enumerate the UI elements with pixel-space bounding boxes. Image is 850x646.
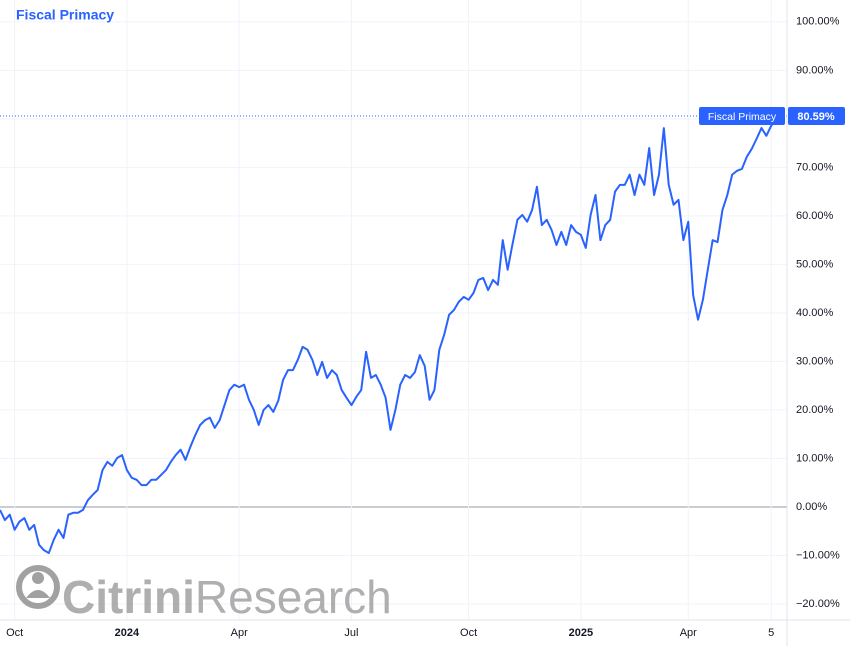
y-tick-label: 70.00% bbox=[796, 161, 834, 173]
y-tick-label: −10.00% bbox=[796, 549, 840, 561]
x-tick-label: Oct bbox=[6, 627, 23, 639]
last-value-box bbox=[788, 106, 845, 125]
grid bbox=[0, 0, 787, 620]
series-name-label: Fiscal Primacy bbox=[708, 111, 777, 123]
watermark-light: Research bbox=[195, 571, 392, 623]
last-value-label: 80.59% bbox=[797, 111, 835, 123]
y-tick-label: 40.00% bbox=[796, 307, 834, 319]
y-tick-label: 10.00% bbox=[796, 452, 834, 464]
y-tick-label: 30.00% bbox=[796, 355, 834, 367]
y-tick-label: 100.00% bbox=[796, 16, 840, 28]
y-tick-label: 50.00% bbox=[796, 258, 834, 270]
chart-title: Fiscal Primacy bbox=[16, 7, 114, 23]
y-tick-label: 20.00% bbox=[796, 404, 834, 416]
x-tick-label: Apr bbox=[231, 627, 248, 639]
y-tick-label: 90.00% bbox=[796, 64, 834, 76]
logo-body bbox=[26, 590, 50, 598]
plot bbox=[0, 115, 787, 555]
watermark-bold: Citrini bbox=[62, 571, 195, 623]
y-tick-label: −20.00% bbox=[796, 598, 840, 610]
x-tick-label: 2024 bbox=[115, 627, 140, 639]
x-tick-label: Oct bbox=[460, 627, 477, 639]
watermark: CitriniResearch bbox=[16, 565, 392, 623]
logo-ring bbox=[16, 565, 60, 609]
logo-head bbox=[32, 572, 44, 584]
y-tick-label: 0.00% bbox=[796, 501, 827, 513]
series-line bbox=[0, 115, 782, 555]
x-tick-label: Apr bbox=[680, 627, 697, 639]
x-tick-label: Jul bbox=[344, 627, 358, 639]
x-tick-label: 5 bbox=[768, 627, 774, 639]
y-tick-label: 60.00% bbox=[796, 210, 834, 222]
watermark-text: CitriniResearch bbox=[62, 571, 392, 623]
series-name-box bbox=[699, 106, 785, 125]
x-tick-label: 2025 bbox=[569, 627, 593, 639]
